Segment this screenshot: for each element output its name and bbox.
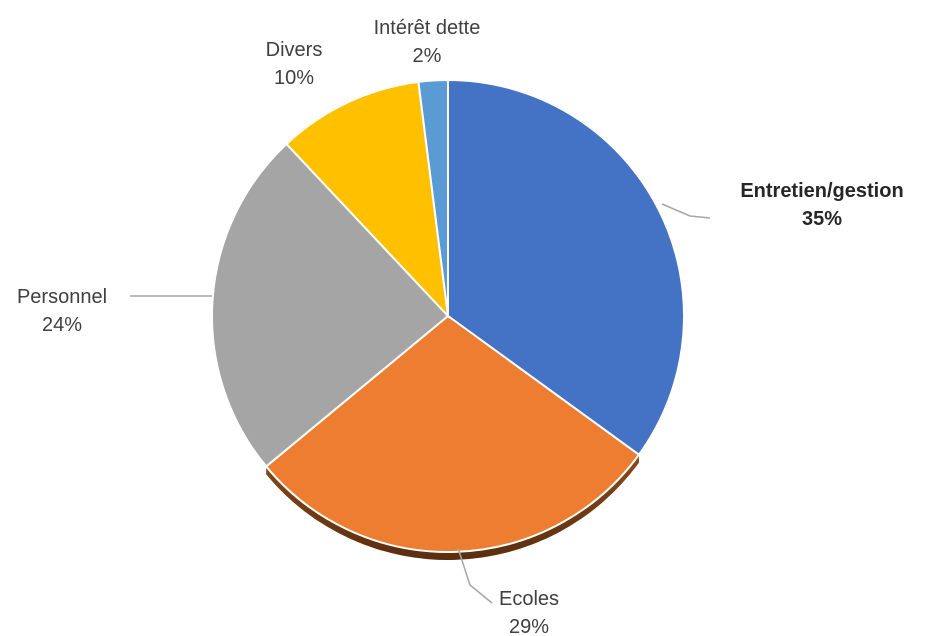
data-label-divers: Divers 10% <box>266 39 323 89</box>
leader-lines-layer <box>130 203 711 604</box>
slices-layer <box>211 78 685 560</box>
slice-name-label: Personnel <box>17 286 107 308</box>
slice-percent-label: 2% <box>413 45 442 67</box>
slice-name-label: Entretien/gestion <box>740 180 903 202</box>
pie-slice-personnel <box>211 142 450 468</box>
data-label-interet-dette: Intérêt dette 2% <box>374 17 481 67</box>
slice-percent-label: 10% <box>274 67 314 89</box>
slice-percent-label: 29% <box>509 616 549 636</box>
slice-depth-ecoles <box>266 454 639 560</box>
slice-percent-label: 24% <box>42 314 82 336</box>
pie-slice-ecoles <box>264 314 641 553</box>
pie-slice-interet-dette <box>417 78 449 317</box>
slice-name-label: Intérêt dette <box>374 17 481 39</box>
slice-name-label: Ecoles <box>499 588 559 610</box>
slice-name-label: Divers <box>266 39 323 61</box>
labels-layer: Entretien/gestion 35% Ecoles 29% Personnel 24… <box>17 17 904 636</box>
pie-slice-entretien-gestion <box>447 78 685 457</box>
pie-slice-divers <box>285 80 450 319</box>
data-label-personnel: Personnel 24% <box>17 286 107 336</box>
data-label-entretien-gestion: Entretien/gestion 35% <box>740 180 903 230</box>
slice-percent-label: 35% <box>802 208 842 230</box>
data-label-ecoles: Ecoles 29% <box>499 588 559 636</box>
leader-line-ecoles <box>457 547 493 604</box>
leader-line-entretien-gestion <box>661 203 711 219</box>
